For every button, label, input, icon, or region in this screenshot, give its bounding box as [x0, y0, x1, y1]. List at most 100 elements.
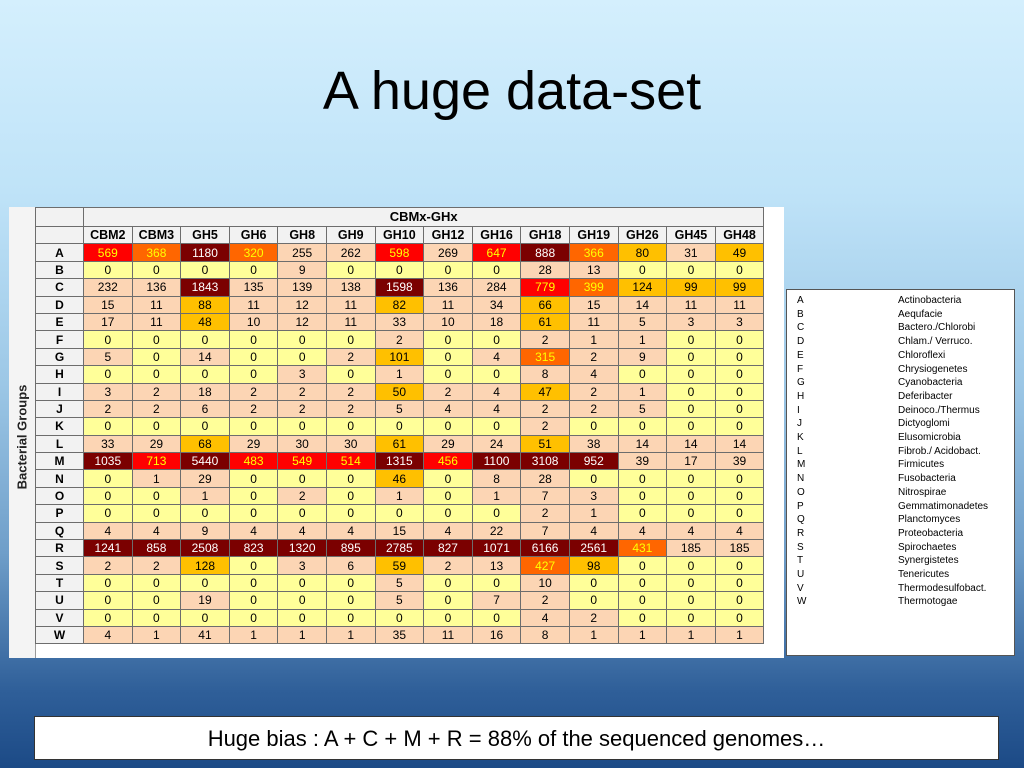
heatmap-cell: 0 — [83, 365, 133, 384]
legend-item: E Chloroflexi — [787, 350, 1016, 364]
legend-key: B — [797, 308, 804, 320]
heatmap-cell: 0 — [714, 556, 765, 575]
heatmap-cell: 0 — [277, 347, 327, 367]
heatmap-cell: 0 — [423, 365, 473, 384]
heatmap-cell: 0 — [228, 556, 279, 575]
heatmap-cell: 0 — [568, 573, 619, 593]
heatmap-cell: 0 — [714, 591, 765, 610]
heatmap-cell: 483 — [228, 452, 279, 471]
heatmap-cell: 135 — [228, 278, 279, 297]
column-header: GH26 — [617, 225, 668, 245]
heatmap-cell: 232 — [83, 278, 133, 297]
heatmap-cell: 366 — [568, 243, 619, 262]
heatmap-cell: 2 — [325, 382, 376, 401]
row-label: K — [35, 417, 84, 436]
table-row: I 3 2 18 2 2 2 50 2 4 47 2 1 0 0 — [35, 382, 765, 401]
corner-cell — [35, 207, 84, 227]
heatmap-cell: 0 — [423, 608, 473, 627]
heatmap-cell: 0 — [568, 591, 619, 610]
legend-item: G Cyanobacteria — [787, 377, 1016, 391]
heatmap-cell: 1 — [277, 625, 327, 645]
heatmap-cell: 2 — [83, 556, 133, 575]
heatmap-cell: 2 — [83, 399, 133, 419]
heatmap-cell: 0 — [666, 469, 716, 488]
column-header: GH16 — [471, 225, 522, 245]
heatmap-cell: 99 — [714, 278, 765, 297]
heatmap-cell: 0 — [277, 330, 327, 349]
legend-name: Spirochaetes — [898, 541, 957, 553]
heatmap-cell: 0 — [83, 504, 133, 523]
heatmap-cell: 66 — [520, 295, 570, 314]
heatmap-cell: 29 — [423, 434, 473, 454]
legend-key: F — [797, 363, 804, 375]
heatmap-cell: 4 — [471, 347, 522, 367]
caption-box: Huge bias : A + C + M + R = 88% of the s… — [34, 716, 999, 760]
heatmap-cell: 88 — [180, 295, 230, 314]
heatmap-cell: 262 — [325, 243, 376, 262]
heatmap-cell: 5440 — [180, 452, 230, 471]
heatmap-cell: 1 — [180, 486, 230, 506]
heatmap-cell: 0 — [714, 347, 765, 367]
heatmap-grid: CBMx-GHx CBM2 CBM3 GH5 GH6 GH8 GH9 GH10 GH12 GH1… — [35, 207, 765, 645]
heatmap-cell: 0 — [423, 347, 473, 367]
heatmap-cell: 0 — [277, 417, 327, 436]
heatmap-cell: 2 — [568, 347, 619, 367]
heatmap-cell: 80 — [617, 243, 668, 262]
heatmap-cell: 0 — [374, 260, 425, 280]
heatmap-cell: 0 — [131, 260, 182, 280]
heatmap-cell: 0 — [714, 417, 765, 436]
heatmap-cell: 0 — [83, 591, 133, 610]
heatmap-cell: 2785 — [374, 539, 425, 558]
heatmap-cell: 39 — [617, 452, 668, 471]
heatmap-cell: 4 — [131, 521, 182, 541]
heatmap-cell: 2 — [423, 382, 473, 401]
legend-name: Chrysiogenetes — [898, 363, 968, 375]
heatmap-cell: 0 — [617, 469, 668, 488]
heatmap-cell: 34 — [471, 295, 522, 314]
row-label: F — [35, 330, 84, 349]
heatmap-cell: 18 — [180, 382, 230, 401]
legend-key: I — [797, 404, 800, 416]
heatmap-cell: 0 — [423, 573, 473, 593]
heatmap-cell: 0 — [617, 504, 668, 523]
table-row: G 5 0 14 0 0 2 101 0 4 315 2 9 0 0 — [35, 347, 765, 367]
heatmap-cell: 0 — [131, 347, 182, 367]
heatmap-cell: 0 — [325, 591, 376, 610]
heatmap-cell: 569 — [83, 243, 133, 262]
heatmap-cell: 0 — [423, 591, 473, 610]
heatmap-cell: 2 — [277, 382, 327, 401]
heatmap-cell: 0 — [180, 504, 230, 523]
heatmap-cell: 0 — [228, 330, 279, 349]
heatmap-cell: 7 — [520, 486, 570, 506]
heatmap-cell: 0 — [617, 608, 668, 627]
heatmap-cell: 2 — [277, 399, 327, 419]
heatmap-cell: 11 — [228, 295, 279, 314]
heatmap-cell: 47 — [520, 382, 570, 401]
heatmap-cell: 0 — [180, 608, 230, 627]
row-label: O — [35, 486, 84, 506]
heatmap-cell: 0 — [714, 365, 765, 384]
legend-key: W — [797, 596, 807, 608]
legend-name: Thermodesulfobact. — [898, 582, 987, 594]
heatmap-cell: 0 — [471, 260, 522, 280]
heatmap-cell: 0 — [666, 573, 716, 593]
heatmap-cell: 0 — [325, 573, 376, 593]
heatmap-cell: 3 — [568, 486, 619, 506]
heatmap-cell: 0 — [180, 330, 230, 349]
heatmap-cell: 33 — [374, 312, 425, 332]
heatmap-cell: 4 — [714, 521, 765, 541]
row-axis-label-box: Bacterial Groups — [9, 207, 36, 658]
heatmap-cell: 823 — [228, 539, 279, 558]
heatmap-cell: 0 — [228, 573, 279, 593]
heatmap-cell: 31 — [666, 243, 716, 262]
row-label: B — [35, 260, 84, 280]
heatmap-cell: 4 — [228, 521, 279, 541]
heatmap-cell: 15 — [568, 295, 619, 314]
table-row: D 15 11 88 11 12 11 82 11 34 66 15 14 11 11 — [35, 295, 765, 314]
heatmap-cell: 0 — [471, 608, 522, 627]
legend-name: Synergistetes — [898, 555, 959, 567]
heatmap-cell: 0 — [617, 417, 668, 436]
heatmap-cell: 0 — [617, 365, 668, 384]
